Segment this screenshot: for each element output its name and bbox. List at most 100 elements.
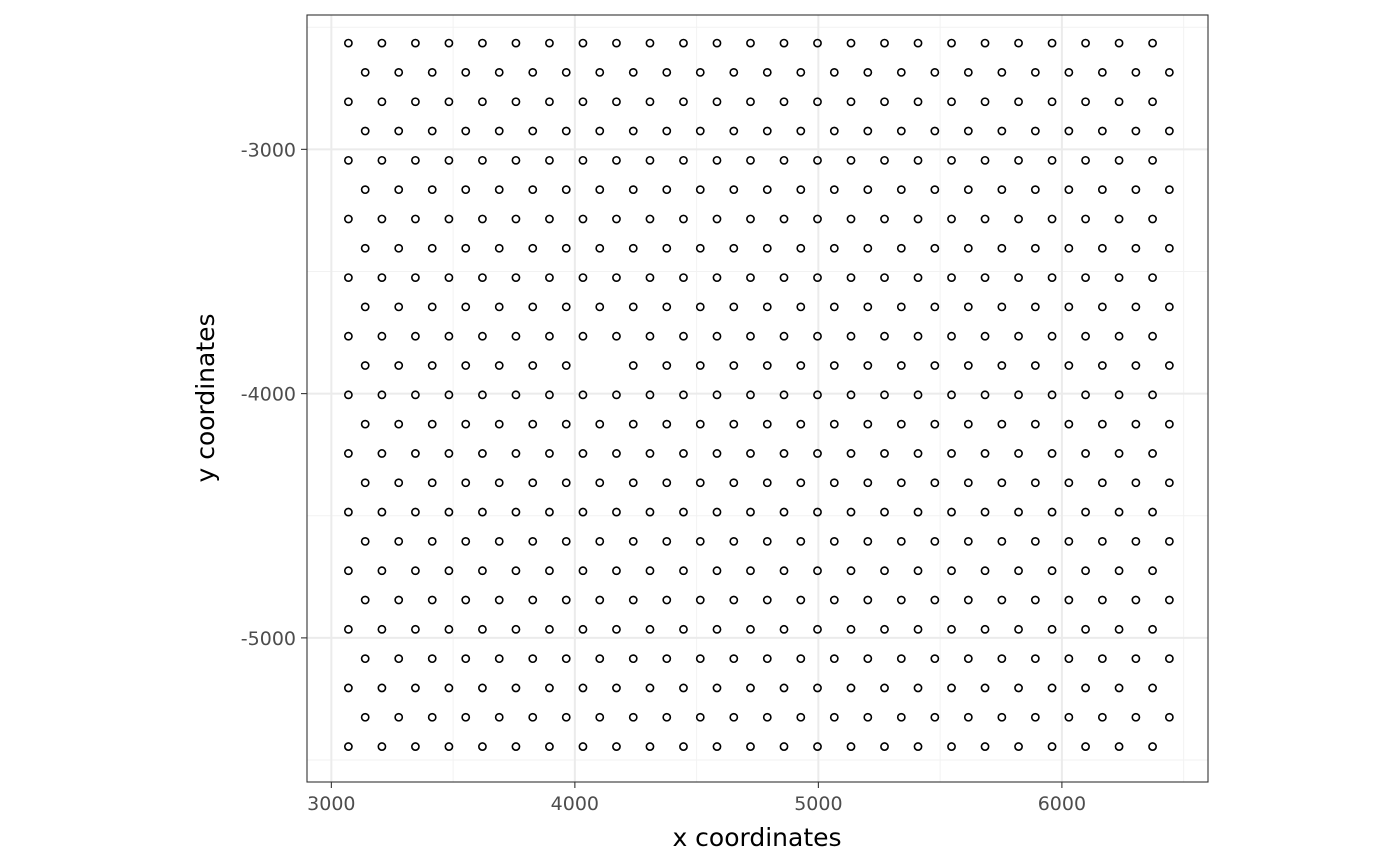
data-point bbox=[595, 478, 605, 488]
data-point bbox=[1114, 507, 1124, 517]
data-point bbox=[528, 712, 538, 722]
data-point bbox=[478, 331, 487, 341]
data-point bbox=[1047, 97, 1057, 107]
x-tick-label: 4000 bbox=[551, 793, 599, 815]
data-point bbox=[377, 97, 387, 107]
data-point bbox=[980, 331, 990, 341]
data-point bbox=[595, 243, 605, 253]
data-point bbox=[1014, 742, 1023, 751]
data-point bbox=[947, 683, 956, 693]
data-point bbox=[578, 97, 588, 107]
data-point bbox=[645, 624, 655, 634]
data-point bbox=[1164, 712, 1174, 722]
data-point bbox=[980, 507, 990, 517]
data-point bbox=[511, 331, 521, 341]
data-point bbox=[1081, 390, 1090, 400]
data-point bbox=[813, 683, 822, 693]
data-point bbox=[930, 302, 940, 312]
data-point bbox=[1164, 185, 1174, 195]
data-point bbox=[762, 302, 772, 312]
data-point bbox=[762, 654, 772, 664]
data-point bbox=[913, 683, 923, 693]
data-point bbox=[411, 155, 420, 165]
data-point bbox=[478, 683, 487, 693]
data-point bbox=[695, 68, 705, 77]
data-point bbox=[729, 654, 739, 664]
data-point bbox=[377, 507, 387, 517]
data-point bbox=[1131, 595, 1141, 605]
data-point bbox=[394, 185, 404, 195]
data-point bbox=[1164, 419, 1174, 429]
data-point bbox=[712, 214, 722, 224]
data-point bbox=[963, 361, 973, 370]
data-point bbox=[746, 214, 755, 224]
data-point bbox=[377, 390, 387, 400]
data-point bbox=[863, 595, 873, 605]
data-point bbox=[947, 214, 956, 224]
data-point bbox=[360, 595, 370, 605]
data-point bbox=[662, 361, 672, 370]
data-point bbox=[1097, 419, 1107, 429]
data-point bbox=[1148, 273, 1157, 282]
data-point bbox=[913, 38, 923, 48]
data-point bbox=[997, 478, 1007, 488]
data-point bbox=[1064, 185, 1074, 195]
data-point bbox=[796, 419, 806, 429]
data-point bbox=[1097, 536, 1107, 546]
data-point bbox=[863, 68, 873, 77]
data-point bbox=[963, 419, 973, 429]
data-point bbox=[863, 361, 873, 370]
data-point bbox=[478, 155, 487, 165]
data-point bbox=[662, 419, 672, 429]
data-point bbox=[679, 566, 688, 576]
data-point bbox=[997, 302, 1007, 312]
data-point bbox=[762, 595, 772, 605]
data-point bbox=[461, 126, 471, 136]
data-point bbox=[1097, 654, 1107, 664]
data-point bbox=[1131, 243, 1141, 253]
data-point bbox=[746, 97, 755, 107]
data-point bbox=[528, 654, 538, 664]
data-point bbox=[762, 185, 772, 195]
data-point bbox=[612, 273, 621, 282]
data-point bbox=[1148, 97, 1157, 107]
data-point bbox=[1148, 449, 1157, 458]
data-point bbox=[528, 361, 538, 370]
data-point bbox=[863, 536, 873, 546]
data-point bbox=[628, 126, 638, 136]
data-point bbox=[662, 654, 672, 664]
data-point bbox=[997, 595, 1007, 605]
data-point bbox=[662, 712, 672, 722]
data-point bbox=[377, 155, 387, 165]
data-point bbox=[427, 536, 437, 546]
data-point bbox=[695, 126, 705, 136]
data-point bbox=[411, 683, 420, 693]
data-point bbox=[645, 97, 655, 107]
data-point bbox=[1114, 390, 1124, 400]
data-point bbox=[880, 273, 889, 282]
data-point bbox=[561, 419, 571, 429]
data-point bbox=[578, 449, 588, 458]
data-point bbox=[1047, 507, 1057, 517]
data-point bbox=[829, 68, 839, 77]
data-point bbox=[679, 214, 688, 224]
data-point bbox=[1064, 595, 1074, 605]
data-point bbox=[846, 742, 856, 751]
data-point bbox=[478, 38, 487, 48]
data-point bbox=[394, 243, 404, 253]
data-point bbox=[1114, 155, 1124, 165]
data-point bbox=[394, 536, 404, 546]
data-point bbox=[377, 273, 387, 282]
data-point bbox=[779, 155, 789, 165]
data-point bbox=[880, 449, 889, 458]
data-point bbox=[528, 595, 538, 605]
data-point bbox=[729, 185, 739, 195]
data-point bbox=[628, 361, 638, 370]
data-point bbox=[846, 624, 856, 634]
data-point bbox=[427, 712, 437, 722]
data-point bbox=[896, 536, 906, 546]
data-point bbox=[813, 97, 822, 107]
data-point bbox=[762, 243, 772, 253]
data-point bbox=[829, 478, 839, 488]
data-point bbox=[394, 712, 404, 722]
